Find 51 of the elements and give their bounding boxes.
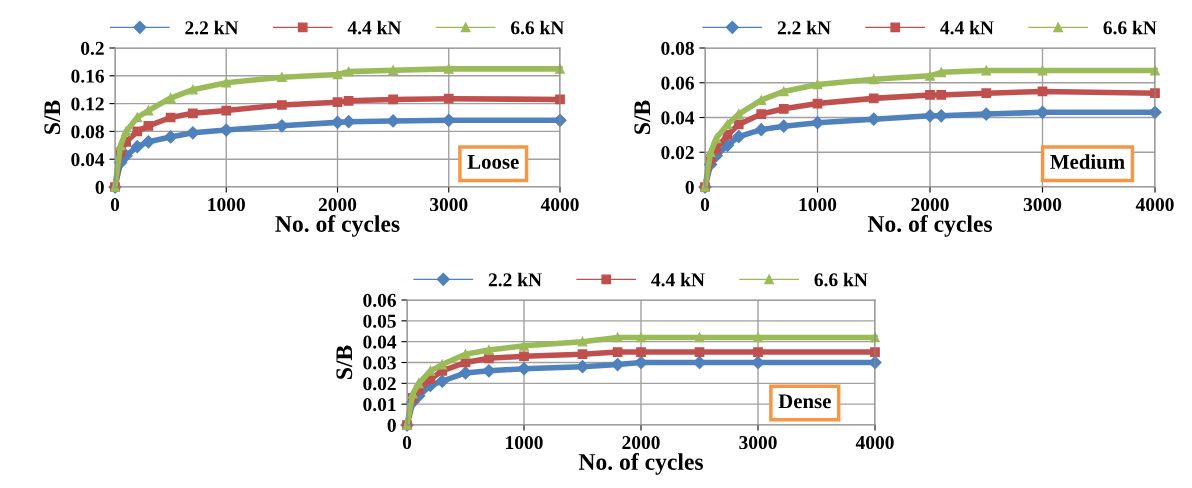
legend-label: 6.6 kN (511, 20, 565, 35)
y-tick-label: 0.06 (661, 76, 695, 90)
y-tick-label: 0.03 (363, 356, 396, 370)
annotation: Loose (467, 155, 519, 169)
y-axis-title: S/B (44, 100, 61, 134)
x-tick-label: 0 (110, 197, 120, 212)
x-tick-label: 4000 (855, 435, 894, 450)
x-axis-title: No. of cycles (578, 453, 704, 475)
y-axis-title: S/B (634, 100, 651, 134)
legend-label: 2.2 kN (777, 20, 831, 35)
x-tick-label: 1000 (799, 197, 837, 212)
y-tick-label: 0.02 (363, 377, 396, 391)
y-tick-label: 0.02 (661, 146, 694, 160)
y-tick-label: 0.05 (363, 314, 396, 328)
y-tick-label: 0.04 (363, 335, 397, 349)
y-tick-label: 0.08 (661, 41, 694, 56)
y-tick-label: 0.12 (71, 97, 104, 111)
x-tick-label: 1000 (208, 197, 245, 212)
x-tick-label: 4000 (540, 197, 579, 212)
y-tick-label: 0 (387, 418, 396, 432)
x-axis-title: No. of cycles (275, 215, 400, 237)
annotation: Dense (778, 394, 831, 409)
x-tick-label: 1000 (506, 435, 543, 450)
x-tick-label: 3000 (430, 197, 468, 212)
x-tick-label: 2000 (622, 435, 660, 450)
y-tick-label: 0.04 (71, 153, 105, 167)
legend-label: 6.6 kN (1103, 20, 1157, 35)
legend-label: 4.4 kN (347, 20, 402, 35)
x-axis-title: No. of cycles (867, 215, 993, 237)
y-tick-label: 0.08 (71, 125, 104, 139)
x-tick-label: 4000 (1135, 197, 1174, 212)
x-tick-label: 2000 (318, 197, 357, 212)
x-tick-label: 3000 (739, 435, 777, 450)
y-tick-label: 0.04 (661, 111, 695, 125)
x-tick-label: 0 (700, 197, 710, 212)
y-tick-label: 0.01 (363, 397, 396, 412)
y-axis-title: S/B (336, 345, 353, 379)
legend-label: 2.2 kN (488, 272, 542, 287)
legend-label: 4.4 kN (940, 20, 994, 35)
y-tick-label: 0.06 (363, 293, 397, 308)
annotation: Medium (1050, 154, 1125, 169)
x-tick-label: 0 (402, 435, 412, 450)
y-tick-label: 0 (95, 180, 104, 194)
legend-label: 4.4 kN (651, 272, 705, 287)
legend-label: 6.6 kN (814, 272, 868, 287)
x-tick-label: 3000 (1023, 197, 1062, 212)
y-tick-label: 0 (685, 180, 694, 194)
legend-label: 2.2 kN (185, 20, 239, 35)
y-tick-label: 0.2 (81, 41, 104, 56)
x-tick-label: 2000 (911, 197, 949, 212)
y-tick-label: 0.16 (71, 69, 105, 83)
